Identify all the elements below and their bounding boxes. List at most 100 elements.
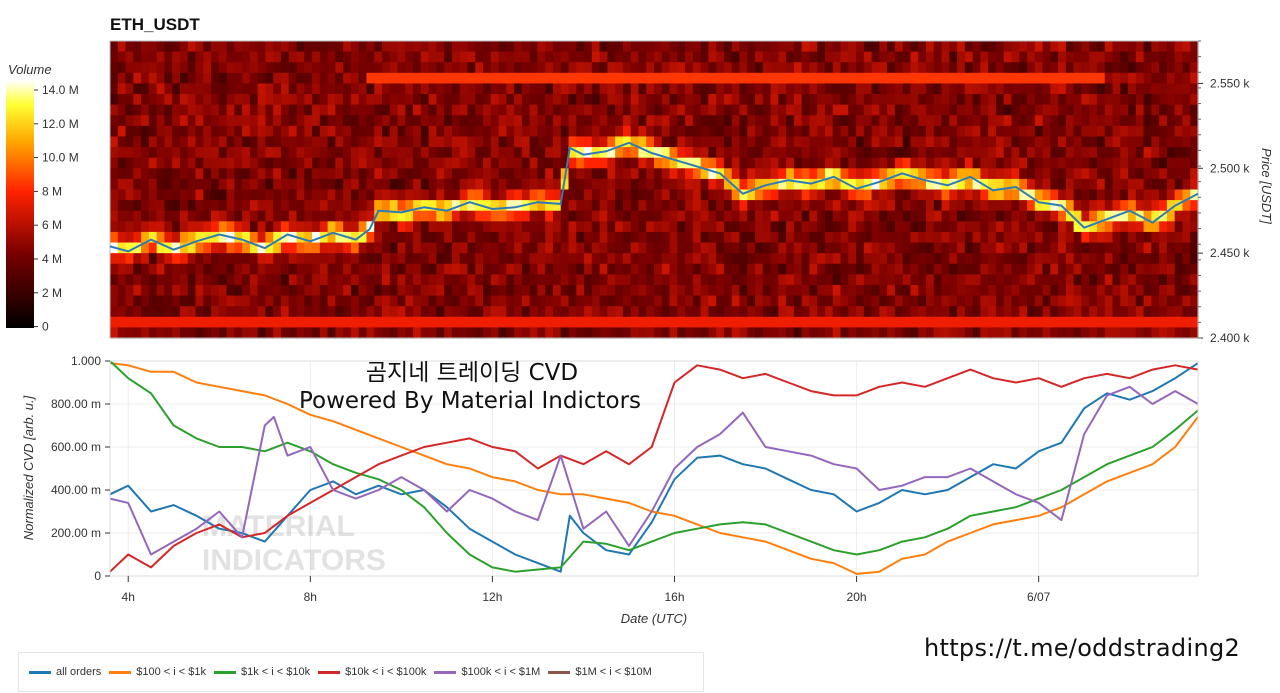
- heatmap-cell: [304, 284, 313, 297]
- heatmap-cell: [677, 231, 686, 244]
- heatmap-cell: [1073, 200, 1083, 212]
- legend-item-1[interactable]: $100 < i < $1k: [109, 666, 206, 678]
- heatmap-cell: [972, 147, 981, 159]
- heatmap-cell: [677, 72, 686, 85]
- heatmap-cell: [257, 284, 267, 297]
- heatmap-cell: [856, 104, 865, 116]
- legend-item-4[interactable]: $100k < i < $1M: [434, 666, 540, 678]
- heatmap-cell: [436, 253, 445, 265]
- heatmap-cell: [110, 200, 119, 212]
- heatmap-cell: [980, 41, 989, 53]
- heatmap-cell: [545, 51, 554, 63]
- heatmap-cell: [288, 306, 298, 318]
- heatmap-cell: [708, 231, 717, 244]
- heatmap-cell: [902, 189, 912, 201]
- telegram-url[interactable]: https://t.me/oddstrading2: [924, 634, 1241, 662]
- heatmap-cell: [700, 327, 709, 339]
- heatmap-cell: [630, 72, 640, 85]
- heatmap-cell: [187, 157, 197, 169]
- heatmap-cell: [1182, 274, 1191, 286]
- heatmap-cell: [467, 221, 476, 233]
- heatmap-cell: [413, 62, 422, 74]
- heatmap-cell: [793, 316, 803, 328]
- heatmap-cell: [467, 94, 476, 106]
- heatmap-cell: [700, 306, 709, 318]
- heatmap-cell: [475, 115, 484, 127]
- heatmap-cell: [397, 253, 406, 265]
- heatmap-cell: [747, 295, 756, 307]
- heatmap-cell: [498, 51, 507, 63]
- heatmap-cell: [1065, 83, 1075, 95]
- heatmap-cell: [980, 295, 989, 307]
- heatmap-cell: [514, 83, 523, 95]
- heatmap-cell: [304, 168, 313, 180]
- heatmap-cell: [817, 274, 826, 286]
- heatmap-cell: [949, 263, 958, 275]
- heatmap-cell: [444, 157, 453, 169]
- heatmap-cell: [871, 168, 880, 180]
- heatmap-cell: [669, 221, 678, 233]
- heatmap-cell: [265, 115, 274, 127]
- heatmap-cell: [1050, 274, 1059, 286]
- heatmap-cell: [451, 115, 461, 127]
- heatmap-cell: [521, 62, 531, 74]
- heatmap-cell: [459, 200, 469, 212]
- heatmap-cell: [949, 83, 958, 95]
- heatmap-cell: [288, 115, 298, 127]
- heatmap-cell: [397, 316, 406, 328]
- heatmap-cell: [1050, 125, 1059, 138]
- heatmap-cell: [1135, 62, 1145, 74]
- heatmap-cell: [840, 253, 849, 265]
- heatmap-cell: [1174, 147, 1184, 159]
- heatmap-cell: [552, 189, 562, 201]
- heatmap-cell: [288, 62, 298, 74]
- heatmap-cell: [863, 94, 873, 106]
- heatmap-cell: [428, 263, 437, 275]
- heatmap-cell: [1143, 221, 1152, 233]
- heatmap-cell: [257, 83, 267, 95]
- heatmap-cell: [327, 168, 336, 180]
- legend-item-3[interactable]: $10k < i < $100k: [318, 666, 426, 678]
- heatmap-cell: [148, 295, 158, 307]
- heatmap-cell: [405, 242, 414, 254]
- heatmap-cell: [933, 327, 943, 339]
- heatmap-cell: [591, 242, 601, 254]
- heatmap-cell: [312, 189, 321, 201]
- heatmap-cell: [801, 125, 811, 138]
- heatmap-cell: [638, 125, 647, 138]
- heatmap-cell: [622, 274, 632, 286]
- heatmap-cell: [1182, 231, 1191, 244]
- legend-item-2[interactable]: $1k < i < $10k: [213, 666, 310, 678]
- heatmap-cell: [770, 253, 779, 265]
- heatmap-cell: [856, 94, 865, 106]
- legend-item-5[interactable]: $1M < i < $10M: [548, 666, 652, 678]
- heatmap-cell: [809, 306, 818, 318]
- heatmap-cell: [133, 83, 142, 95]
- heatmap-cell: [405, 125, 414, 138]
- heatmap-cell: [444, 62, 453, 74]
- heatmap-cell: [723, 231, 733, 244]
- legend-item-0[interactable]: all orders: [29, 666, 101, 678]
- heatmap-cell: [459, 41, 469, 53]
- heatmap-cell: [1128, 94, 1137, 106]
- colorbar-tick-label: 0: [42, 320, 49, 334]
- heatmap-cell: [879, 41, 888, 53]
- heatmap-cell: [692, 178, 702, 191]
- heatmap-cell: [413, 284, 422, 297]
- heatmap-cell: [1034, 221, 1044, 233]
- heatmap-cell: [894, 147, 904, 159]
- heatmap-cell: [148, 231, 158, 244]
- heatmap-cell: [1089, 115, 1098, 127]
- heatmap-cell: [840, 210, 849, 222]
- heatmap-cell: [195, 274, 204, 286]
- heatmap-cell: [117, 136, 127, 148]
- heatmap-cell: [1027, 41, 1036, 53]
- heatmap-cell: [817, 295, 826, 307]
- heatmap-cell: [716, 178, 725, 191]
- heatmap-cell: [646, 295, 655, 307]
- heatmap-cell: [172, 221, 181, 233]
- heatmap-cell: [257, 157, 267, 169]
- heatmap-cell: [731, 157, 741, 169]
- heatmap-cell: [1159, 72, 1168, 85]
- heatmap-cell: [560, 253, 570, 265]
